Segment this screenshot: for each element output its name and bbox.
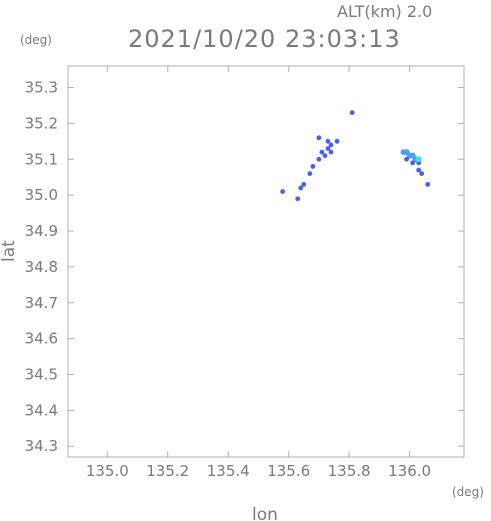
echo-point: [416, 167, 422, 173]
echo-point: [410, 160, 416, 166]
echo-point: [325, 146, 331, 151]
echo-point: [301, 181, 307, 187]
echo-point: [419, 171, 425, 177]
x-tick-label: 136.0: [388, 462, 431, 480]
y-unit-label: (deg): [20, 33, 52, 47]
y-tick-label: 34.3: [25, 437, 58, 455]
echo-point: [425, 181, 431, 187]
x-tick-label: 135.2: [146, 462, 189, 480]
y-tick-label: 35.0: [25, 186, 58, 204]
x-tick-label: 135.4: [207, 462, 250, 480]
echo-point: [349, 110, 355, 116]
echo-point: [307, 171, 313, 177]
x-tick-label: 135.6: [267, 462, 310, 480]
echo-point: [328, 142, 334, 148]
echo-point: [295, 196, 301, 202]
x-tick-label: 135.8: [328, 462, 371, 480]
echo-point: [316, 156, 322, 162]
x-axis-label: lon: [252, 505, 278, 521]
altitude-label: ALT(km) 2.0: [337, 2, 432, 21]
chart-title: 2021/10/20 23:03:13: [128, 25, 401, 53]
echo-point: [415, 156, 422, 163]
y-tick-label: 34.9: [25, 222, 58, 240]
echo-point: [280, 189, 286, 194]
x-axis-ticks: 135.0 135.2 135.4 135.6 135.8 136.0: [86, 66, 431, 480]
echo-point: [404, 156, 409, 162]
plot-frame: [67, 65, 465, 458]
y-axis-label: lat: [0, 240, 19, 262]
echo-points: [280, 110, 431, 202]
y-tick-label: 34.4: [25, 401, 58, 419]
y-axis-ticks: 34.3 34.4 34.5 34.6 34.7 34.8 34.9 35.0 35.1 35.2…: [25, 79, 464, 455]
y-tick-label: 34.7: [25, 294, 58, 312]
echo-point: [328, 149, 334, 155]
y-tick-label: 35.1: [25, 150, 58, 168]
x-unit-label: (deg): [452, 485, 484, 499]
echo-point: [334, 138, 340, 144]
echo-point: [325, 138, 331, 144]
y-tick-label: 34.8: [25, 258, 58, 276]
x-tick-label: 135.0: [86, 462, 129, 480]
echo-point: [310, 164, 316, 169]
y-tick-label: 34.6: [25, 330, 58, 348]
echo-point: [322, 153, 328, 159]
y-tick-label: 34.5: [25, 365, 58, 383]
y-tick-label: 35.2: [25, 114, 58, 132]
echo-point: [316, 135, 322, 141]
y-tick-label: 35.3: [25, 79, 58, 97]
echo-point: [319, 149, 325, 155]
echo-point: [298, 185, 304, 191]
